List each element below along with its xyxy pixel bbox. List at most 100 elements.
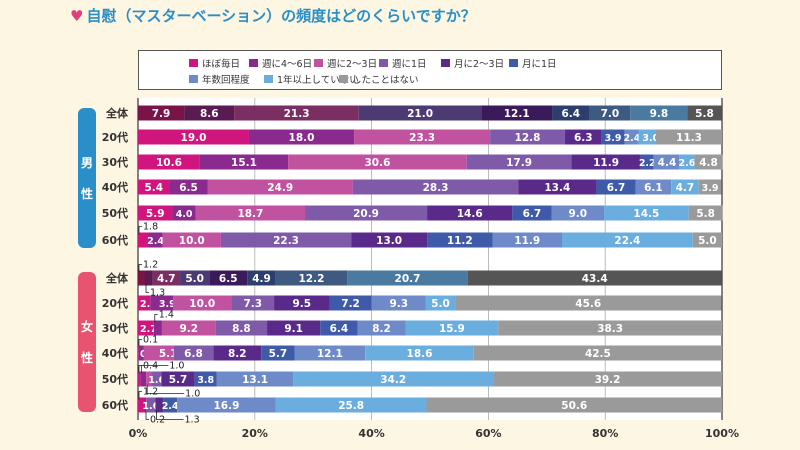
bar-value-label: 16.9	[214, 400, 240, 412]
bar-segment	[213, 345, 262, 361]
bar-value-label: 14.5	[633, 208, 659, 220]
bar-value-label: 8.6	[200, 108, 219, 120]
callout-line	[138, 264, 142, 273]
callout-label: 0.1	[143, 335, 158, 346]
row-label: 60代	[102, 233, 128, 247]
row-label: 40代	[102, 180, 128, 194]
bar-segment	[358, 105, 482, 121]
bar-segment	[694, 154, 723, 170]
row-label: 50代	[102, 206, 128, 220]
bar-segment	[320, 320, 358, 336]
bar-segment	[138, 205, 173, 221]
bar-value-label: 9.2	[180, 323, 199, 335]
bar-segment	[679, 154, 695, 170]
bar-value-label: 5.7	[269, 348, 288, 360]
legend-swatch	[189, 75, 198, 83]
bar-segment	[138, 154, 200, 170]
bar-segment	[466, 154, 572, 170]
bar-value-label: 21.3	[284, 108, 310, 120]
bar-segment	[145, 270, 153, 286]
bar-segment	[552, 105, 590, 121]
bar-value-label: 12.1	[317, 348, 343, 360]
legend-label: ほぼ毎日	[202, 59, 241, 70]
bar-segment	[427, 232, 493, 248]
bar-segment	[687, 105, 722, 121]
legend-swatch	[441, 59, 450, 67]
female-char-2: 性	[80, 351, 93, 365]
bar-segment	[564, 129, 602, 145]
legend-item: ほぼ毎日	[189, 56, 240, 70]
bar-segment	[294, 345, 366, 361]
bar-value-label: 4.0	[176, 209, 193, 220]
bar-value-label: 4.8	[699, 157, 718, 169]
bar-value-label: 6.5	[179, 182, 198, 194]
callout-label: 1.8	[143, 222, 158, 233]
group-badge-female: 女性女性	[78, 272, 96, 412]
legend-label: 1年以上していない	[277, 75, 359, 86]
bar-value-label: 2.4	[624, 133, 641, 144]
callout-label: 1.0	[169, 361, 184, 372]
bar-segment	[601, 129, 625, 145]
bar-segment	[653, 154, 680, 170]
bar-value-label: 6.4	[561, 108, 580, 120]
bar-segment	[405, 320, 499, 336]
bar-value-label: 28.3	[423, 182, 449, 194]
bar-value-label: 6.7	[607, 182, 626, 194]
x-tick-label: 100%	[705, 427, 739, 440]
bar-value-label: 13.4	[544, 182, 570, 194]
bar-value-label: 7.3	[243, 298, 262, 310]
bar-segment	[604, 205, 689, 221]
bar-value-label: 5.4	[144, 182, 163, 194]
legend-label: したことはない	[352, 75, 419, 86]
bar-value-label: 2.2	[639, 158, 656, 169]
legend-item: したことはない	[339, 72, 419, 86]
bar-segment	[329, 295, 372, 311]
callout-label: 1.2	[143, 260, 158, 271]
row-label: 30代	[102, 321, 128, 335]
bar-segment	[172, 205, 196, 221]
callout-line	[145, 283, 150, 293]
bar-segment	[365, 345, 474, 361]
row-label: 60代	[102, 398, 128, 412]
bar-segment	[288, 154, 467, 170]
bar-value-label: 5.0	[698, 235, 717, 247]
bar-value-label: 10.0	[189, 298, 215, 310]
callout-line	[146, 384, 185, 394]
bar-value-label: 1.6	[148, 375, 165, 386]
bar-segment	[138, 105, 185, 121]
bar-value-label: 3.9	[702, 183, 719, 194]
bar-value-label: 5.1	[159, 348, 178, 360]
bar-value-label: 5.8	[695, 108, 714, 120]
bar-segment	[215, 320, 268, 336]
bar-segment	[589, 105, 631, 121]
bar-segment	[153, 320, 162, 336]
bar-segment	[352, 179, 519, 195]
bar-segment	[640, 154, 654, 170]
bar-segment	[267, 320, 321, 336]
bar-value-label: 15.9	[439, 323, 465, 335]
bar-segment	[498, 320, 722, 336]
bar-value-label: 7.9	[152, 108, 171, 120]
bar-segment	[161, 320, 216, 336]
bar-value-label: 5.0	[185, 273, 204, 285]
legend-label: 月に2～3日	[454, 59, 505, 70]
bar-segment	[138, 345, 144, 361]
bar-segment	[357, 320, 406, 336]
bar-segment	[140, 371, 147, 387]
bar-segment	[371, 295, 426, 311]
bar-value-label: 20.9	[353, 208, 379, 220]
bar-segment	[161, 371, 195, 387]
legend-item: 1年以上していない	[264, 72, 359, 86]
row-label: 20代	[102, 130, 128, 144]
chart-title: ♥ 自慰（マスターベーション）の頻度はどのくらいですか？	[70, 5, 476, 26]
bar-value-label: 4.4	[658, 157, 677, 169]
bar-segment	[194, 371, 217, 387]
bar-segment	[624, 129, 639, 145]
bar-value-label: 38.3	[597, 323, 623, 335]
bar-segment	[305, 205, 428, 221]
bar-value-label: 8.2	[228, 348, 247, 360]
bar-value-label: 22.4	[614, 235, 640, 247]
x-tick-label: 20%	[242, 427, 268, 440]
callout-line	[138, 226, 142, 235]
bar-segment	[351, 232, 428, 248]
